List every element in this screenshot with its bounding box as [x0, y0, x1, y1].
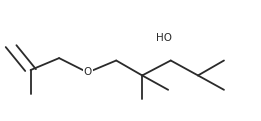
Text: O: O: [84, 68, 92, 77]
Text: HO: HO: [156, 33, 172, 43]
